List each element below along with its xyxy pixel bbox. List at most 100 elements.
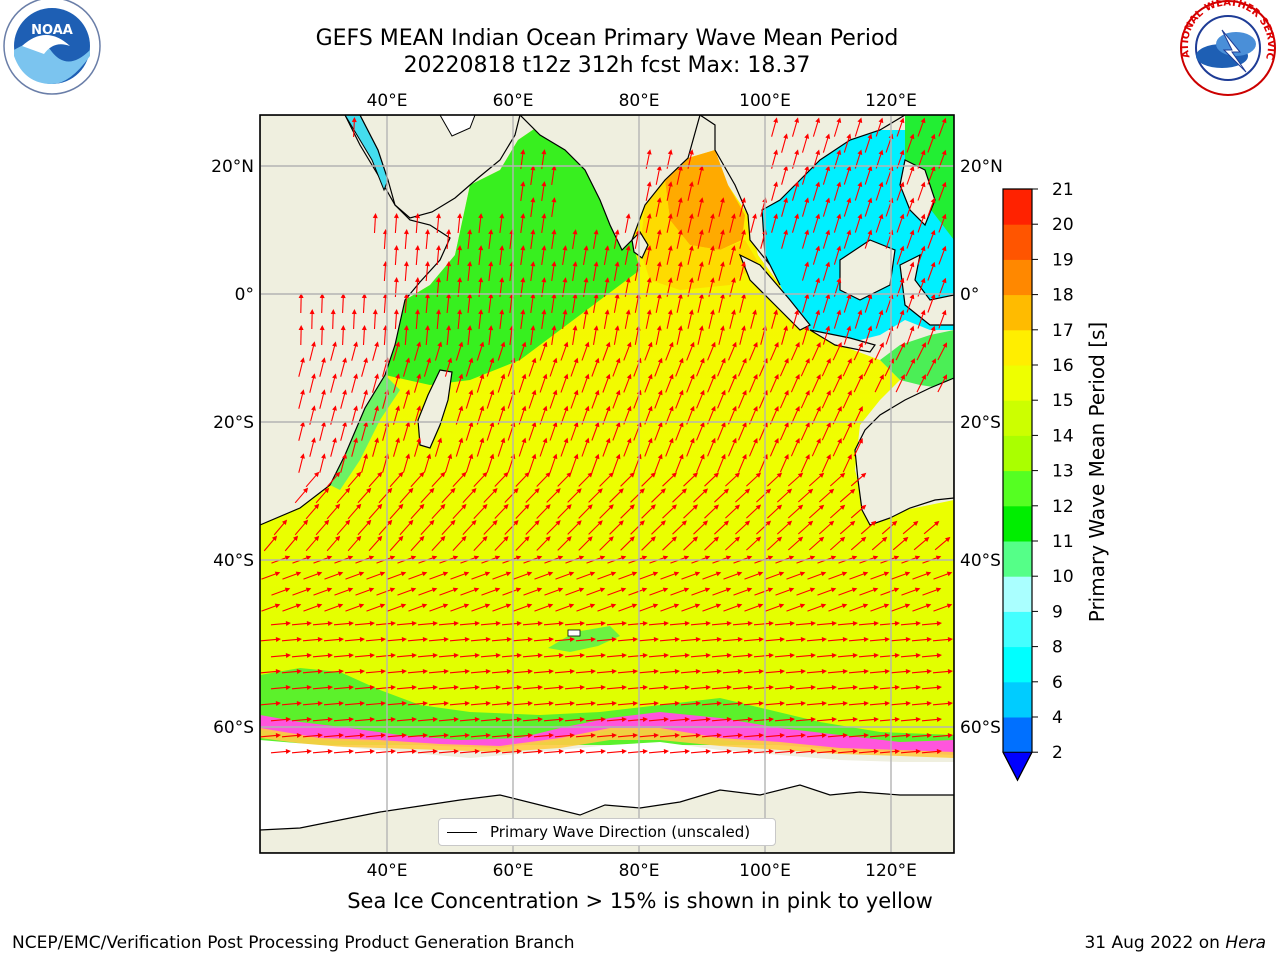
wave-arrow-head: [825, 165, 831, 171]
wave-arrow-shaft: [402, 391, 410, 409]
wave-arrow-head: [878, 213, 884, 220]
lon-tick-bottom-100e: 100°E: [739, 861, 791, 881]
wave-arrow-head: [440, 503, 446, 510]
wave-arrow-head: [650, 536, 656, 542]
wave-arrow-head: [849, 520, 856, 526]
wave-arrow-head: [516, 621, 522, 626]
wave-arrow-head: [786, 488, 793, 494]
wave-arrow-shaft: [892, 537, 908, 551]
wave-arrow-head: [625, 245, 631, 251]
wave-arrow-head: [453, 717, 459, 722]
wave-arrow-head: [784, 421, 789, 428]
wave-arrow-head: [657, 453, 663, 460]
wave-arrow-head: [604, 245, 610, 251]
wave-arrow-head: [805, 454, 810, 460]
wave-arrow-head: [321, 453, 326, 459]
wave-arrow-shaft: [727, 439, 737, 457]
wave-arrow-shaft: [913, 537, 929, 551]
wave-arrow-head: [541, 213, 547, 219]
wave-arrow-head: [562, 245, 568, 251]
wave-arrow-shaft: [319, 455, 325, 473]
wave-arrow-head: [537, 717, 543, 722]
wave-arrow-head: [583, 309, 589, 315]
wave-arrow-head: [671, 536, 677, 542]
wave-arrow-head: [881, 536, 888, 542]
colorbar-segment: [1003, 294, 1032, 331]
svg-text:NATIONAL WEATHER SERVICE: NATIONAL WEATHER SERVICE: [0, 0, 1276, 61]
wave-arrow-head: [359, 637, 365, 642]
wave-arrow-head: [520, 277, 526, 283]
wave-arrow-shaft: [696, 423, 704, 441]
wave-arrow-shaft: [822, 327, 830, 345]
wave-arrow-head: [795, 437, 800, 444]
wave-arrow-head: [374, 341, 379, 347]
wave-arrow-head: [390, 685, 396, 690]
wave-arrow-head: [831, 685, 837, 690]
wave-arrow-head: [753, 373, 758, 380]
wave-arrow-head: [468, 421, 474, 427]
wave-arrow-head: [930, 293, 936, 300]
wave-arrow-head: [461, 503, 467, 510]
wave-arrow-head: [319, 293, 325, 299]
wave-arrow-head: [298, 325, 304, 330]
wave-arrow-head: [894, 621, 900, 626]
wave-arrow-head: [453, 685, 459, 690]
wave-arrow-head: [589, 571, 596, 577]
wave-arrow-head: [810, 621, 816, 626]
wave-arrow-head: [303, 519, 309, 526]
wave-arrow-head: [359, 669, 365, 674]
wave-arrow-shaft: [336, 520, 350, 536]
wave-arrow-head: [548, 733, 554, 738]
wave-arrow-head: [631, 603, 638, 609]
wave-arrow-head: [499, 309, 505, 315]
wave-arrow-head: [723, 488, 729, 494]
wave-arrow-head: [867, 293, 873, 300]
wave-arrow-head: [499, 213, 505, 219]
wave-arrow-head: [625, 213, 631, 219]
wave-arrow-head: [688, 309, 694, 315]
wave-arrow-head: [395, 437, 400, 443]
wave-arrow-head: [600, 685, 606, 690]
wave-arrow-head: [847, 454, 852, 460]
wave-arrow-head: [531, 421, 537, 428]
wave-arrow-head: [688, 245, 694, 251]
wave-arrow-shaft: [801, 231, 809, 249]
wave-arrow-head: [605, 405, 611, 412]
wave-arrow-head: [363, 453, 368, 459]
wave-arrow-head: [677, 229, 683, 235]
wave-arrow-head: [711, 437, 716, 444]
wave-arrow-shaft: [822, 167, 830, 185]
wave-arrow-shaft: [707, 439, 715, 457]
wave-arrow-shaft: [938, 247, 946, 265]
wave-arrow-head: [437, 341, 443, 347]
colorbar-segment: [1003, 435, 1032, 472]
wave-arrow-head: [825, 197, 831, 203]
wave-arrow-head: [443, 669, 449, 674]
wave-arrow-head: [377, 503, 383, 510]
wave-arrow-shaft: [739, 263, 745, 281]
wave-arrow-head: [755, 536, 762, 542]
wave-arrow-shaft: [707, 375, 715, 393]
colorbar-tick-label: 2: [1052, 743, 1063, 763]
wave-arrow-shaft: [415, 246, 419, 266]
wave-arrow-head: [934, 520, 940, 527]
wave-arrow-head: [342, 421, 347, 427]
wave-arrow-head: [656, 325, 662, 331]
wave-arrow-head: [464, 669, 470, 674]
wave-arrow-head: [335, 471, 341, 478]
wave-arrow-shaft: [739, 327, 745, 345]
wave-arrow-head: [842, 701, 848, 706]
wave-arrow-shaft: [717, 455, 725, 473]
wave-arrow-shaft: [353, 118, 355, 138]
wave-arrow-head: [569, 669, 575, 674]
wave-arrow-head: [737, 637, 743, 642]
wave-arrow-shaft: [854, 119, 862, 137]
wave-arrow-head: [600, 653, 606, 658]
wave-arrow-head: [545, 504, 551, 510]
wave-arrow-head: [839, 472, 846, 478]
wave-arrow-shaft: [612, 423, 620, 441]
wave-arrow-head: [271, 535, 278, 541]
wave-arrow-head: [611, 701, 617, 706]
wave-arrow-shaft: [353, 310, 355, 330]
wave-arrow-head: [852, 717, 858, 722]
